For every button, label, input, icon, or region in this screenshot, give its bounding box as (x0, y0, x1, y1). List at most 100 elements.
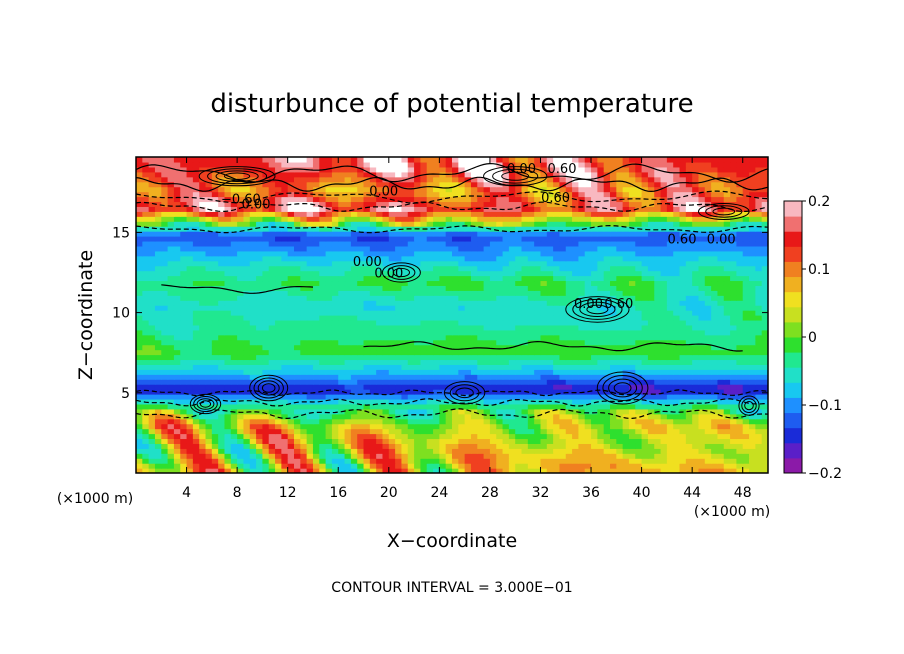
field-cell (521, 438, 529, 444)
field-cell (496, 374, 504, 380)
field-cell (161, 245, 169, 252)
field-cell (173, 334, 181, 341)
field-cell (622, 443, 630, 449)
field-cell (211, 334, 219, 341)
field-cell (641, 324, 649, 331)
field-cell (224, 398, 232, 405)
field-cell (420, 250, 428, 257)
field-cell (565, 413, 573, 420)
field-cell (489, 290, 497, 296)
field-cell (211, 349, 219, 356)
field-cell (388, 403, 396, 410)
field-cell (628, 389, 636, 395)
field-cell (312, 398, 320, 405)
field-cell (559, 280, 567, 286)
field-cell (591, 280, 598, 286)
field-cell (761, 315, 768, 321)
field-cell (698, 443, 706, 449)
field-cell (717, 364, 725, 370)
field-cell (369, 359, 377, 365)
field-cell (749, 280, 756, 286)
field-cell (749, 453, 756, 459)
field-cell (603, 408, 611, 415)
field-cell (565, 334, 573, 341)
field-cell (603, 265, 611, 272)
field-cell (237, 226, 245, 232)
field-cell (199, 438, 207, 444)
field-cell (312, 265, 320, 272)
field-cell (578, 443, 586, 449)
field-cell (654, 403, 662, 410)
field-cell (622, 433, 630, 440)
field-cell (515, 285, 523, 291)
field-cell (344, 408, 352, 415)
field-cell (572, 453, 579, 459)
field-cell (641, 394, 649, 400)
field-cell (730, 443, 737, 449)
field-cell (635, 369, 643, 375)
field-cell (603, 319, 611, 326)
field-cell (616, 305, 624, 311)
field-cell (755, 394, 763, 400)
field-cell (294, 408, 301, 415)
field-cell (312, 280, 320, 286)
field-cell (237, 413, 245, 420)
field-cell (597, 418, 605, 425)
field-cell (578, 458, 586, 464)
field-cell (338, 438, 346, 444)
field-cell (338, 403, 346, 410)
field-cell (647, 285, 655, 291)
field-cell (647, 463, 655, 469)
field-cell (420, 408, 428, 415)
field-cell (660, 394, 668, 400)
field-cell (711, 374, 719, 380)
field-cell (527, 310, 535, 316)
field-cell (357, 240, 365, 247)
field-cell (275, 255, 282, 262)
field-cell (489, 403, 497, 410)
field-cell (180, 319, 188, 326)
field-cell (483, 403, 491, 410)
field-cell (350, 398, 358, 405)
field-cell (508, 339, 516, 346)
field-cell (761, 379, 768, 385)
field-cell (736, 364, 744, 370)
field-cell (414, 324, 421, 331)
field-cell (761, 398, 768, 405)
field-cell (420, 315, 428, 321)
field-cell (546, 255, 554, 262)
field-cell (546, 329, 554, 336)
field-cell (357, 389, 365, 395)
field-cell (628, 463, 636, 469)
field-cell (692, 324, 700, 331)
field-cell (357, 458, 365, 464)
field-cell (692, 384, 700, 390)
field-cell (736, 300, 744, 306)
field-cell (192, 443, 200, 449)
field-cell (186, 319, 194, 326)
field-cell (521, 315, 529, 321)
field-cell (268, 240, 276, 247)
field-cell (546, 236, 554, 242)
field-cell (603, 374, 611, 380)
field-cell (350, 310, 358, 316)
field-cell (256, 240, 263, 247)
field-cell (452, 265, 459, 272)
field-cell (660, 403, 668, 410)
field-cell (749, 295, 756, 301)
field-cell (749, 389, 756, 395)
field-cell (199, 270, 207, 277)
field-cell (180, 265, 188, 272)
field-cell (603, 428, 611, 435)
field-cell (142, 394, 150, 400)
field-cell (597, 226, 605, 232)
field-cell (218, 359, 226, 365)
field-cell (464, 315, 472, 321)
field-cell (275, 280, 282, 286)
field-cell (199, 319, 207, 326)
field-cell (331, 295, 339, 301)
field-cell (420, 433, 428, 440)
field-cell (287, 364, 295, 370)
field-cell (167, 468, 175, 473)
field-cell (205, 265, 213, 272)
